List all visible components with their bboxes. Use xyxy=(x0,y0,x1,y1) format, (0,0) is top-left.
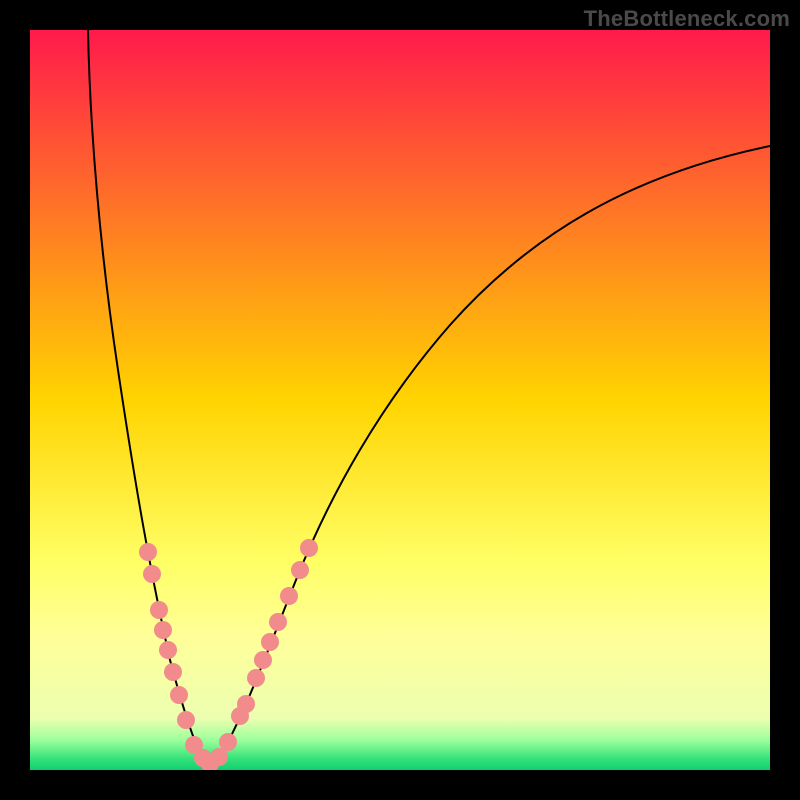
data-marker xyxy=(164,663,182,681)
data-marker xyxy=(150,601,168,619)
data-marker xyxy=(269,613,287,631)
data-marker xyxy=(261,633,279,651)
data-marker xyxy=(177,711,195,729)
data-marker xyxy=(237,695,255,713)
data-marker xyxy=(139,543,157,561)
data-marker xyxy=(291,561,309,579)
attribution-text: TheBottleneck.com xyxy=(584,6,790,32)
data-marker xyxy=(300,539,318,557)
data-marker xyxy=(219,733,237,751)
data-marker xyxy=(280,587,298,605)
data-marker xyxy=(210,748,228,766)
data-marker xyxy=(247,669,265,687)
data-marker xyxy=(143,565,161,583)
data-marker xyxy=(154,621,172,639)
gradient-background xyxy=(30,30,770,770)
data-marker xyxy=(170,686,188,704)
data-marker xyxy=(254,651,272,669)
bottleneck-curve-plot xyxy=(0,0,800,800)
data-marker xyxy=(159,641,177,659)
